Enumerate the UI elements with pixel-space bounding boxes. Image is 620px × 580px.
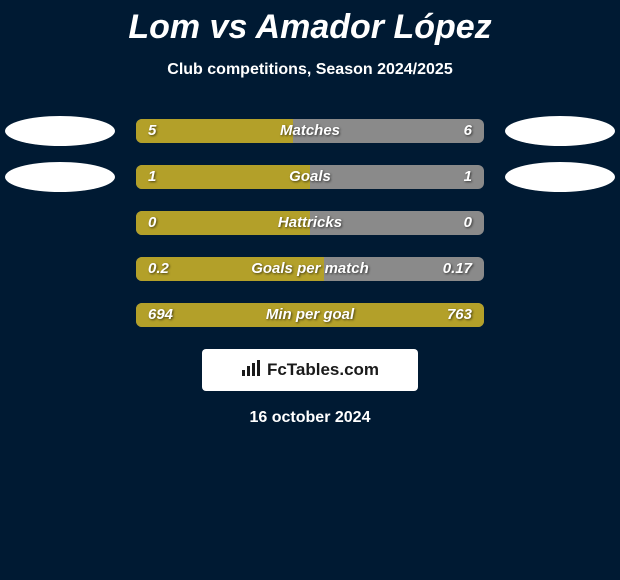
stat-bar: 11Goals (136, 165, 484, 189)
stat-label: Min per goal (136, 303, 484, 327)
stat-label: Matches (136, 119, 484, 143)
stat-bar: 56Matches (136, 119, 484, 143)
subtitle: Club competitions, Season 2024/2025 (0, 61, 620, 79)
stat-row: 56Matches (0, 119, 620, 143)
stat-row: 0.20.17Goals per match (0, 257, 620, 281)
logo-text: FcTables.com (267, 360, 379, 380)
logo-box[interactable]: FcTables.com (202, 349, 418, 391)
stat-bar: 694763Min per goal (136, 303, 484, 327)
player-ellipse-left (5, 162, 115, 192)
stats-rows: 56Matches 11Goals 00Hattricks 0.20.17Goals … (0, 119, 620, 327)
stat-row: 694763Min per goal (0, 303, 620, 327)
player-ellipse-right (505, 162, 615, 192)
stat-row: 00Hattricks (0, 211, 620, 235)
stat-label: Hattricks (136, 211, 484, 235)
date-label: 16 october 2024 (0, 409, 620, 427)
player-ellipse-left (5, 116, 115, 146)
page-container: Lom vs Amador López Club competitions, S… (0, 0, 620, 580)
player-ellipse-right (505, 116, 615, 146)
stat-row: 11Goals (0, 165, 620, 189)
stat-bar: 00Hattricks (136, 211, 484, 235)
bar-chart-icon (241, 359, 261, 382)
stat-bar: 0.20.17Goals per match (136, 257, 484, 281)
stat-label: Goals per match (136, 257, 484, 281)
page-title: Lom vs Amador López (0, 8, 620, 47)
stat-label: Goals (136, 165, 484, 189)
